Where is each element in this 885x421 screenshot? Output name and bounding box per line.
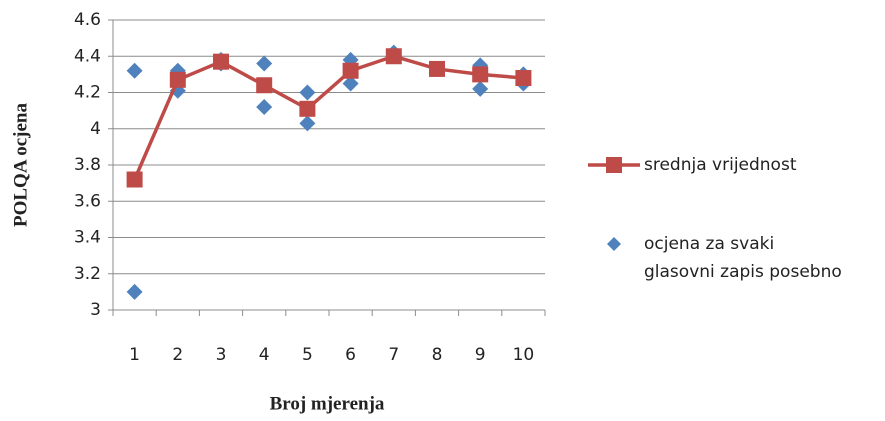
line-marker	[385, 48, 402, 65]
line-marker	[515, 70, 532, 86]
series-line	[132, 54, 524, 181]
y-tick-label: 4.6	[74, 10, 101, 30]
y-tick-label: 4.4	[74, 46, 101, 66]
x-tick-label: 9	[475, 345, 486, 365]
scatter-point	[256, 99, 273, 115]
scatter-point	[299, 84, 316, 101]
legend-marker	[607, 237, 621, 251]
line-marker	[299, 100, 316, 117]
x-tick-label: 7	[388, 345, 399, 365]
y-tick-label: 4	[90, 119, 101, 139]
x-tick-label: 4	[259, 345, 270, 365]
x-tick-label: 2	[172, 345, 183, 365]
y-tick-label: 3.2	[74, 264, 101, 284]
x-tick-label: 1	[129, 345, 140, 365]
scatter-point	[299, 115, 316, 132]
line-marker	[342, 62, 359, 79]
legend-marker	[606, 157, 622, 173]
scatter-point	[126, 283, 143, 300]
line-marker	[169, 71, 186, 88]
legend-label: ocjena za svaki glasovni zapis posebno	[644, 234, 842, 282]
line-marker	[256, 77, 273, 94]
scatter-point	[472, 80, 489, 97]
line-marker	[213, 53, 229, 70]
y-tick-label: 4.2	[74, 83, 101, 103]
y-tick-label: 3.4	[74, 228, 101, 248]
x-tick-label: 6	[345, 345, 356, 365]
y-tick-label: 3	[90, 300, 101, 320]
x-tick-label: 10	[513, 345, 535, 365]
line-marker	[126, 171, 143, 188]
scatter-point	[256, 55, 273, 72]
y-axis-title: POLQA ocjena	[10, 102, 31, 227]
scatter-point	[342, 75, 359, 92]
x-tick-label: 3	[216, 345, 227, 365]
legend-label: srednja vrijednost	[644, 155, 797, 175]
x-axis-title: Broj mjerenja	[270, 393, 385, 414]
line-marker	[429, 60, 445, 77]
y-tick-label: 3.8	[74, 155, 101, 175]
x-tick-label: 8	[432, 345, 443, 365]
y-tick-label: 3.6	[74, 191, 101, 211]
scatter-point	[126, 62, 143, 79]
x-tick-label: 5	[302, 345, 313, 365]
line-marker	[472, 66, 489, 83]
